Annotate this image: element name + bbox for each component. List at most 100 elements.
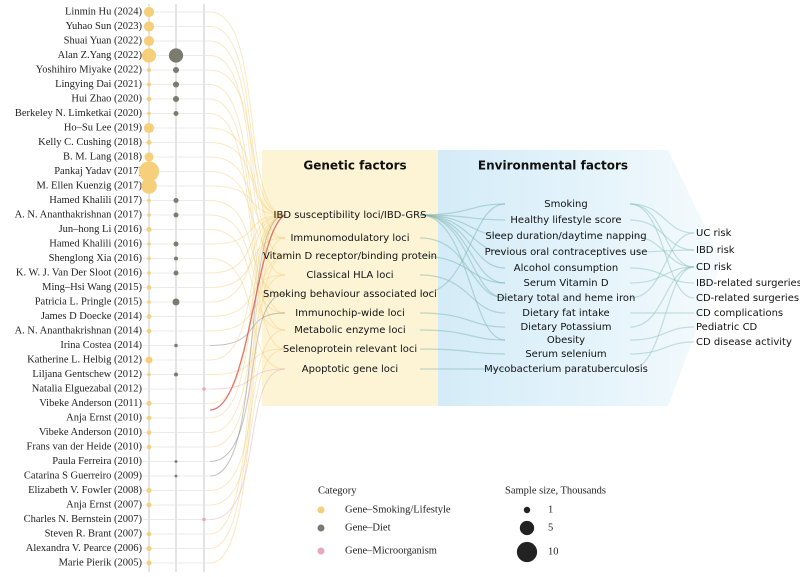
legend-label: Gene–Microorganism (345, 545, 437, 556)
study-label: Vibeke Anderson (2011) (39, 398, 142, 409)
genetic-title: Genetic factors (303, 159, 406, 173)
study-label: Shuai Yuan (2022) (64, 35, 143, 46)
sample-bubble (146, 531, 152, 537)
study-label: Vibeke Anderson (2010) (39, 427, 143, 438)
study-label: Berkeley N. Limketkai (2020) (15, 108, 143, 119)
study-label: Alexandra V. Pearce (2006) (26, 543, 143, 554)
environmental-factor: Serum Vitamin D (523, 278, 608, 289)
flow-line (209, 274, 286, 317)
legend-label: Gene–Smoking/Lifestyle (345, 504, 451, 515)
study-label: Steven R. Brant (2007) (45, 528, 143, 539)
study-label: Hui Zhao (2020) (71, 93, 142, 104)
flow-line (209, 214, 286, 477)
legend-dot (317, 524, 325, 532)
legend-title: Sample size, Thousands (505, 485, 606, 496)
sample-bubble (146, 82, 152, 87)
sample-bubble (146, 227, 152, 232)
flow-line (209, 293, 286, 462)
study-label: Kelly C. Cushing (2018) (38, 137, 142, 148)
sample-bubble (173, 241, 179, 247)
outcome: CD-related surgeries (696, 293, 799, 304)
flow-line (629, 232, 695, 299)
flow-line (629, 326, 695, 341)
sample-bubble (145, 356, 153, 364)
sample-bubble (173, 372, 179, 377)
sample-bubble (146, 285, 152, 290)
sample-bubble (146, 96, 152, 102)
flow-line (629, 266, 695, 370)
flow-line (209, 214, 286, 404)
flow-line (209, 348, 286, 506)
size-key-label: 10 (548, 546, 559, 557)
flow-line (209, 171, 286, 257)
flow-line (209, 258, 286, 370)
sample-bubble (174, 343, 178, 348)
flow-line (209, 368, 286, 390)
outcome: Pediatric CD (696, 322, 758, 333)
sample-bubble (143, 122, 155, 134)
sample-bubble (172, 298, 180, 306)
flow-line (209, 214, 286, 314)
sample-bubble (143, 6, 155, 18)
study-label: Natalia Elguezabal (2012) (32, 383, 143, 394)
flow-line (209, 255, 286, 433)
environmental-factor: Dietary Potassium (520, 322, 611, 333)
flow-line (209, 229, 286, 331)
sample-bubble (146, 560, 152, 566)
flow-line (419, 203, 506, 295)
genetic-factor: Vitamin D receptor/binding protein (263, 251, 437, 262)
sample-bubble (202, 387, 206, 391)
sample-bubble (141, 178, 157, 194)
sample-bubble (144, 152, 154, 162)
environmental-factor: Dietary total and heme iron (497, 293, 636, 304)
outcome: IBD-related surgeries (696, 278, 800, 289)
study-label: Lingying Dai (2021) (55, 79, 142, 90)
sample-bubble (173, 270, 179, 276)
flow-line (209, 98, 286, 331)
flow-line (209, 200, 286, 295)
flow-line (209, 40, 286, 257)
sample-bubble (146, 67, 152, 73)
flow-line (629, 341, 695, 355)
flow-line (209, 214, 286, 535)
flow-line (209, 185, 286, 216)
study-label: A. N. Ananthakrishnan (2017) (15, 209, 143, 220)
flow-line (209, 368, 286, 520)
study-label: Catarina S Guerreiro (2009) (24, 470, 143, 481)
sample-bubble (173, 212, 179, 218)
genetic-factor: IBD susceptibility loci/IBD-GRS (274, 210, 427, 221)
flow-line (209, 237, 286, 288)
study-label: K. W. J. Van Der Sloot (2016) (16, 267, 143, 278)
study-label: B. M. Lang (2018) (63, 151, 143, 162)
size-key-label: 5 (548, 522, 553, 533)
sample-bubble (147, 256, 151, 261)
flow-line (209, 127, 286, 216)
outcome: CD disease activity (696, 337, 792, 348)
flow-line (209, 255, 286, 564)
genetic-factor: Metabolic enzyme loci (294, 325, 405, 336)
sample-bubble (146, 546, 152, 551)
study-label: James D Doecke (2014) (41, 311, 143, 322)
environmental-factor: Previous oral contraceptives use (485, 247, 648, 258)
genetic-factor: Classical HLA loci (306, 270, 393, 281)
sample-bubble (146, 430, 152, 435)
flow-line (629, 266, 695, 284)
flow-line (419, 214, 506, 341)
genetic-factor: Selenoprotein relevant loci (283, 344, 417, 355)
flow-line (209, 274, 286, 448)
study-label: Shenglong Xia (2016) (49, 253, 143, 264)
flow-line (209, 113, 286, 350)
flow-line (209, 329, 286, 491)
study-label: Linmin Hu (2024) (65, 6, 142, 17)
flow-line (209, 214, 286, 245)
sample-bubble (147, 213, 151, 217)
study-label: Patricia L. Pringle (2015) (35, 296, 143, 307)
study-label: Liljana Gentschew (2012) (32, 369, 142, 380)
sample-bubble (173, 111, 179, 116)
flow-line (629, 203, 695, 299)
sample-bubble (146, 140, 152, 145)
study-label: Ming–Hsi Wang (2015) (42, 282, 142, 293)
size-key (519, 520, 535, 536)
study-label: Jun–hong Li (2016) (59, 224, 143, 235)
